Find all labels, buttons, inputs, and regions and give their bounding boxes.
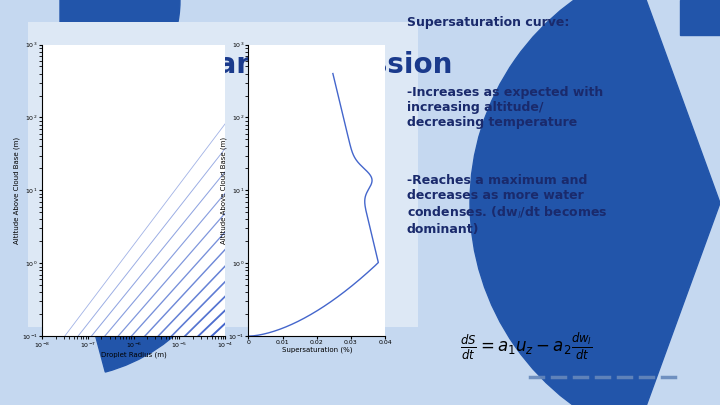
Y-axis label: Altitude Above Cloud Base (m): Altitude Above Cloud Base (m) (220, 137, 227, 244)
Text: -Increases as expected with
increasing altitude/
decreasing temperature: -Increases as expected with increasing a… (407, 86, 603, 129)
X-axis label: Droplet Radius (m): Droplet Radius (m) (101, 351, 166, 358)
Bar (680, 0, 720, 35)
Wedge shape (60, 34, 235, 372)
Wedge shape (470, 0, 720, 405)
X-axis label: Supersaturation (%): Supersaturation (%) (282, 347, 352, 353)
FancyBboxPatch shape (28, 22, 418, 327)
Wedge shape (60, 0, 180, 120)
Text: $\frac{dS}{dt} = a_1 u_z - a_2 \frac{dw_l}{dt}$: $\frac{dS}{dt} = a_1 u_z - a_2 \frac{dw_… (460, 330, 593, 362)
Text: Supersaturation curve:: Supersaturation curve: (407, 16, 570, 29)
Text: Results and Discussion: Results and Discussion (92, 51, 452, 79)
Text: -Reaches a maximum and
decreases as more water
condenses. (dw$_l$/dt becomes
dom: -Reaches a maximum and decreases as more… (407, 174, 607, 236)
Y-axis label: Altitude Above Cloud Base (m): Altitude Above Cloud Base (m) (14, 137, 20, 244)
